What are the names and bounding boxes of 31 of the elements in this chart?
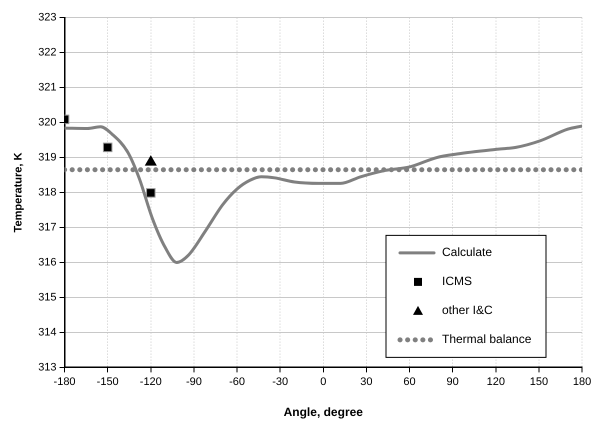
y-tick-label: 314 — [38, 326, 57, 338]
y-tick-label: 323 — [38, 12, 57, 24]
x-tick-label: -120 — [140, 376, 162, 388]
y-tick-label: 322 — [38, 46, 57, 59]
x-tick-label: 150 — [530, 376, 548, 388]
y-tick-label: 320 — [38, 116, 57, 129]
x-tick-label: -30 — [272, 376, 288, 388]
y-tick-label: 316 — [38, 256, 57, 268]
x-tick-label: 180 — [572, 376, 592, 388]
x-tick-label: -60 — [229, 376, 245, 388]
x-tick-label: 60 — [403, 376, 416, 388]
legend-label: Calculate — [442, 245, 492, 260]
x-axis-title: Angle, degree — [284, 405, 364, 420]
line-series — [64, 124, 582, 264]
y-tick-label: 321 — [38, 82, 57, 94]
x-tick-label: -150 — [96, 376, 119, 388]
legend-label: other I&C — [442, 303, 494, 318]
y-tick-label: 317 — [38, 222, 57, 234]
x-tick-label: 0 — [320, 376, 326, 388]
x-tick-label: -90 — [186, 376, 202, 388]
y-tick-label: 315 — [38, 291, 57, 304]
y-axis-title: Temperature, K — [12, 152, 25, 232]
y-tick-label: 318 — [38, 186, 57, 199]
x-tick-label: 120 — [486, 376, 505, 388]
x-tick-label: -180 — [54, 376, 76, 388]
x-tick-label: 90 — [446, 376, 459, 388]
x-tick-label: 30 — [360, 376, 373, 388]
y-tick-label: 319 — [38, 152, 57, 164]
legend-label: Thermal balance — [442, 332, 532, 346]
y-tick-label: 313 — [38, 361, 57, 374]
legend-label: ICMS — [442, 274, 472, 288]
